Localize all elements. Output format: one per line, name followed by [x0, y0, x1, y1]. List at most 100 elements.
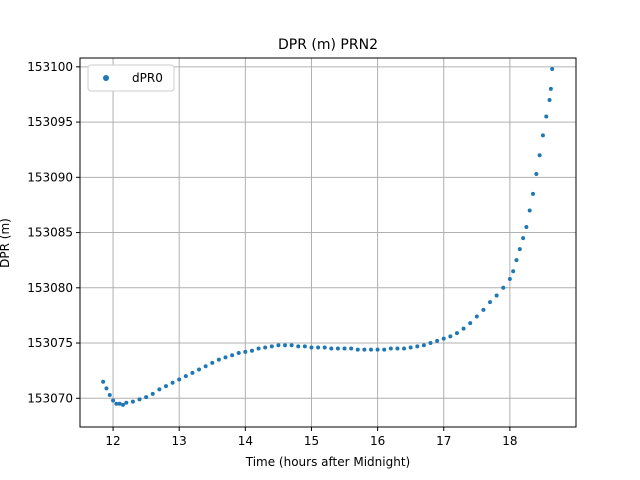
data-point — [375, 347, 380, 352]
y-tick-label: 153090 — [27, 170, 73, 184]
data-point — [474, 314, 479, 319]
data-point — [368, 347, 373, 352]
data-point — [197, 367, 202, 372]
data-point — [183, 374, 188, 379]
data-point — [302, 344, 307, 349]
data-point — [107, 392, 112, 397]
y-axis: 153070 153075 153080 153085 153090 153095 1531… — [27, 60, 80, 405]
data-point — [269, 344, 274, 349]
x-tick-label: 18 — [502, 434, 517, 448]
data-point — [296, 344, 301, 349]
data-point — [114, 401, 119, 406]
data-point — [527, 208, 532, 213]
data-point — [382, 347, 387, 352]
x-tick-label: 13 — [172, 434, 187, 448]
data-point — [163, 384, 168, 389]
data-point — [236, 350, 241, 355]
data-point — [335, 346, 340, 351]
data-point — [550, 67, 555, 72]
data-point — [524, 225, 529, 230]
x-tick-label: 14 — [238, 434, 253, 448]
legend-marker — [103, 75, 109, 81]
data-point — [157, 387, 162, 392]
data-point — [494, 293, 499, 298]
data-point — [190, 370, 195, 375]
data-point — [511, 269, 516, 274]
data-point — [507, 276, 512, 281]
legend-box — [87, 64, 175, 92]
data-point — [349, 346, 354, 351]
data-point — [223, 355, 228, 360]
data-point — [534, 172, 539, 177]
x-tick-label: 16 — [370, 434, 385, 448]
y-tick-label: 153070 — [27, 391, 73, 405]
data-point — [283, 343, 288, 348]
data-point — [517, 247, 522, 252]
data-point — [362, 347, 367, 352]
data-point — [547, 97, 552, 102]
legend-label: dPR0 — [132, 71, 163, 85]
data-point — [130, 399, 135, 404]
data-point — [402, 346, 407, 351]
data-point — [249, 348, 254, 353]
y-tick-label: 153100 — [27, 60, 73, 74]
data-point — [540, 133, 545, 138]
data-point — [170, 380, 175, 385]
chart-title: DPR (m) PRN2 — [278, 37, 378, 53]
data-point — [415, 344, 420, 349]
data-point — [177, 377, 182, 382]
data-point — [256, 346, 261, 351]
data-point — [421, 343, 426, 348]
x-axis: 12 13 14 15 16 17 18 — [105, 427, 518, 448]
data-point — [120, 402, 125, 407]
data-point — [309, 345, 314, 350]
data-point — [521, 236, 526, 241]
data-point — [342, 346, 347, 351]
data-point — [408, 345, 413, 350]
data-point — [276, 343, 281, 348]
x-tick-label: 17 — [436, 434, 451, 448]
data-point — [435, 338, 440, 343]
data-point — [289, 343, 294, 348]
data-point — [150, 391, 155, 396]
data-point — [514, 258, 519, 263]
data-point — [111, 398, 116, 403]
data-point — [101, 379, 106, 384]
data-point — [322, 345, 327, 350]
data-point — [441, 336, 446, 341]
y-tick-label: 153085 — [27, 226, 73, 240]
data-point — [468, 321, 473, 326]
y-tick-label: 153095 — [27, 115, 73, 129]
data-point — [263, 345, 268, 350]
data-point — [137, 397, 142, 402]
data-point — [117, 401, 122, 406]
data-point — [548, 86, 553, 91]
data-points — [101, 67, 555, 407]
data-point — [329, 346, 334, 351]
y-axis-label: DPR (m) — [0, 218, 12, 268]
x-tick-label: 12 — [105, 434, 120, 448]
data-point — [454, 331, 459, 336]
data-point — [144, 395, 149, 400]
x-tick-label: 15 — [304, 434, 319, 448]
data-point — [461, 326, 466, 331]
data-point — [395, 346, 400, 351]
data-point — [216, 357, 221, 362]
data-point — [243, 349, 248, 354]
data-point — [355, 347, 360, 352]
data-point — [481, 307, 486, 312]
data-point — [531, 191, 536, 196]
data-point — [124, 400, 129, 405]
y-tick-label: 153075 — [27, 336, 73, 350]
y-tick-label: 153080 — [27, 281, 73, 295]
data-point — [544, 114, 549, 119]
grid — [80, 58, 576, 427]
data-point — [388, 346, 393, 351]
data-point — [203, 364, 208, 369]
data-point — [316, 345, 321, 350]
data-point — [448, 334, 453, 339]
x-axis-label: Time (hours after Midnight) — [245, 455, 410, 469]
plot-frame — [79, 57, 577, 428]
data-point — [488, 300, 493, 305]
